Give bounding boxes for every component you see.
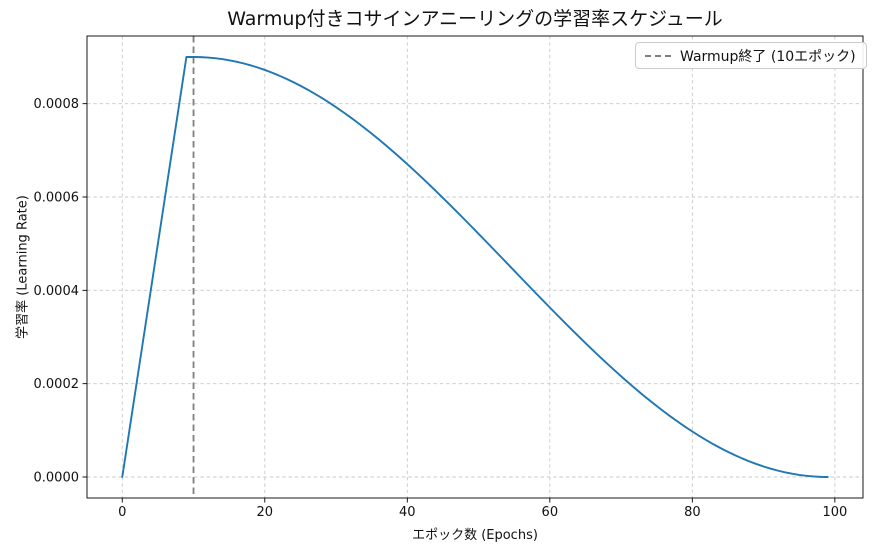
- x-tick-label-100: 100: [822, 505, 847, 520]
- x-tick-label-20: 20: [257, 505, 274, 520]
- legend: Warmup終了 (10エポック): [635, 42, 867, 69]
- learning-rate-curve: [121, 56, 829, 478]
- legend-entry-label: Warmup終了 (10エポック): [680, 48, 856, 65]
- y-tick-label-4: 0.0008: [34, 97, 80, 112]
- y-tick-label-2: 0.0004: [34, 284, 80, 299]
- y-tick-label-1: 0.0002: [34, 377, 80, 392]
- legend-dashed-line-icon: [645, 54, 671, 57]
- x-tick-label-0: 0: [118, 505, 126, 520]
- x-axis-label: エポック数 (Epochs): [412, 528, 538, 543]
- axes-spines: [86, 35, 864, 499]
- x-tick-label-40: 40: [399, 505, 416, 520]
- x-tick-label-80: 80: [684, 505, 701, 520]
- chart-title: Warmup付きコサインアニーリングの学習率スケジュール: [227, 8, 723, 30]
- y-tick-label-3: 0.0006: [34, 191, 80, 206]
- x-tick-label-60: 60: [542, 505, 559, 520]
- y-tick-label-0: 0.0000: [34, 471, 80, 486]
